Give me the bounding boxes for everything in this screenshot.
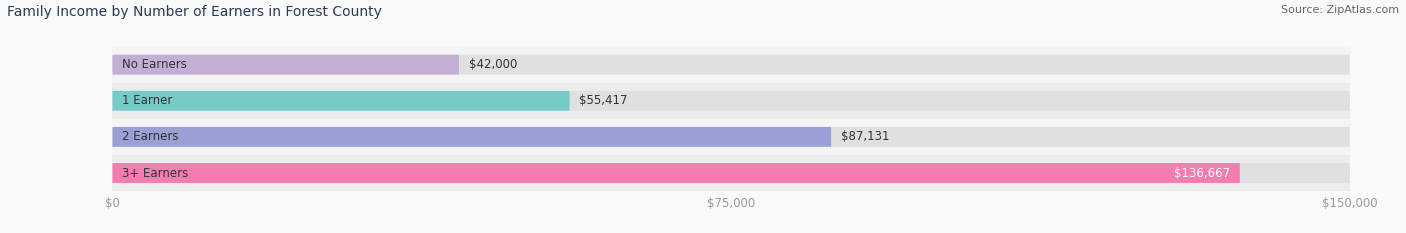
Bar: [112, 155, 1350, 191]
FancyBboxPatch shape: [112, 163, 1240, 183]
Text: $136,667: $136,667: [1174, 167, 1230, 179]
Text: 3+ Earners: 3+ Earners: [122, 167, 188, 179]
Text: $42,000: $42,000: [468, 58, 517, 71]
FancyBboxPatch shape: [112, 55, 1350, 75]
FancyBboxPatch shape: [112, 127, 1350, 147]
FancyBboxPatch shape: [112, 91, 1350, 111]
Text: 2 Earners: 2 Earners: [122, 130, 179, 143]
Text: 1 Earner: 1 Earner: [122, 94, 173, 107]
Bar: [112, 119, 1350, 155]
Text: No Earners: No Earners: [122, 58, 187, 71]
FancyBboxPatch shape: [112, 163, 1350, 183]
FancyBboxPatch shape: [112, 127, 831, 147]
FancyBboxPatch shape: [112, 91, 569, 111]
Text: $55,417: $55,417: [579, 94, 628, 107]
Text: Family Income by Number of Earners in Forest County: Family Income by Number of Earners in Fo…: [7, 5, 382, 19]
Text: $87,131: $87,131: [841, 130, 890, 143]
Bar: [112, 83, 1350, 119]
FancyBboxPatch shape: [112, 55, 458, 75]
Bar: [112, 47, 1350, 83]
Text: Source: ZipAtlas.com: Source: ZipAtlas.com: [1281, 5, 1399, 15]
